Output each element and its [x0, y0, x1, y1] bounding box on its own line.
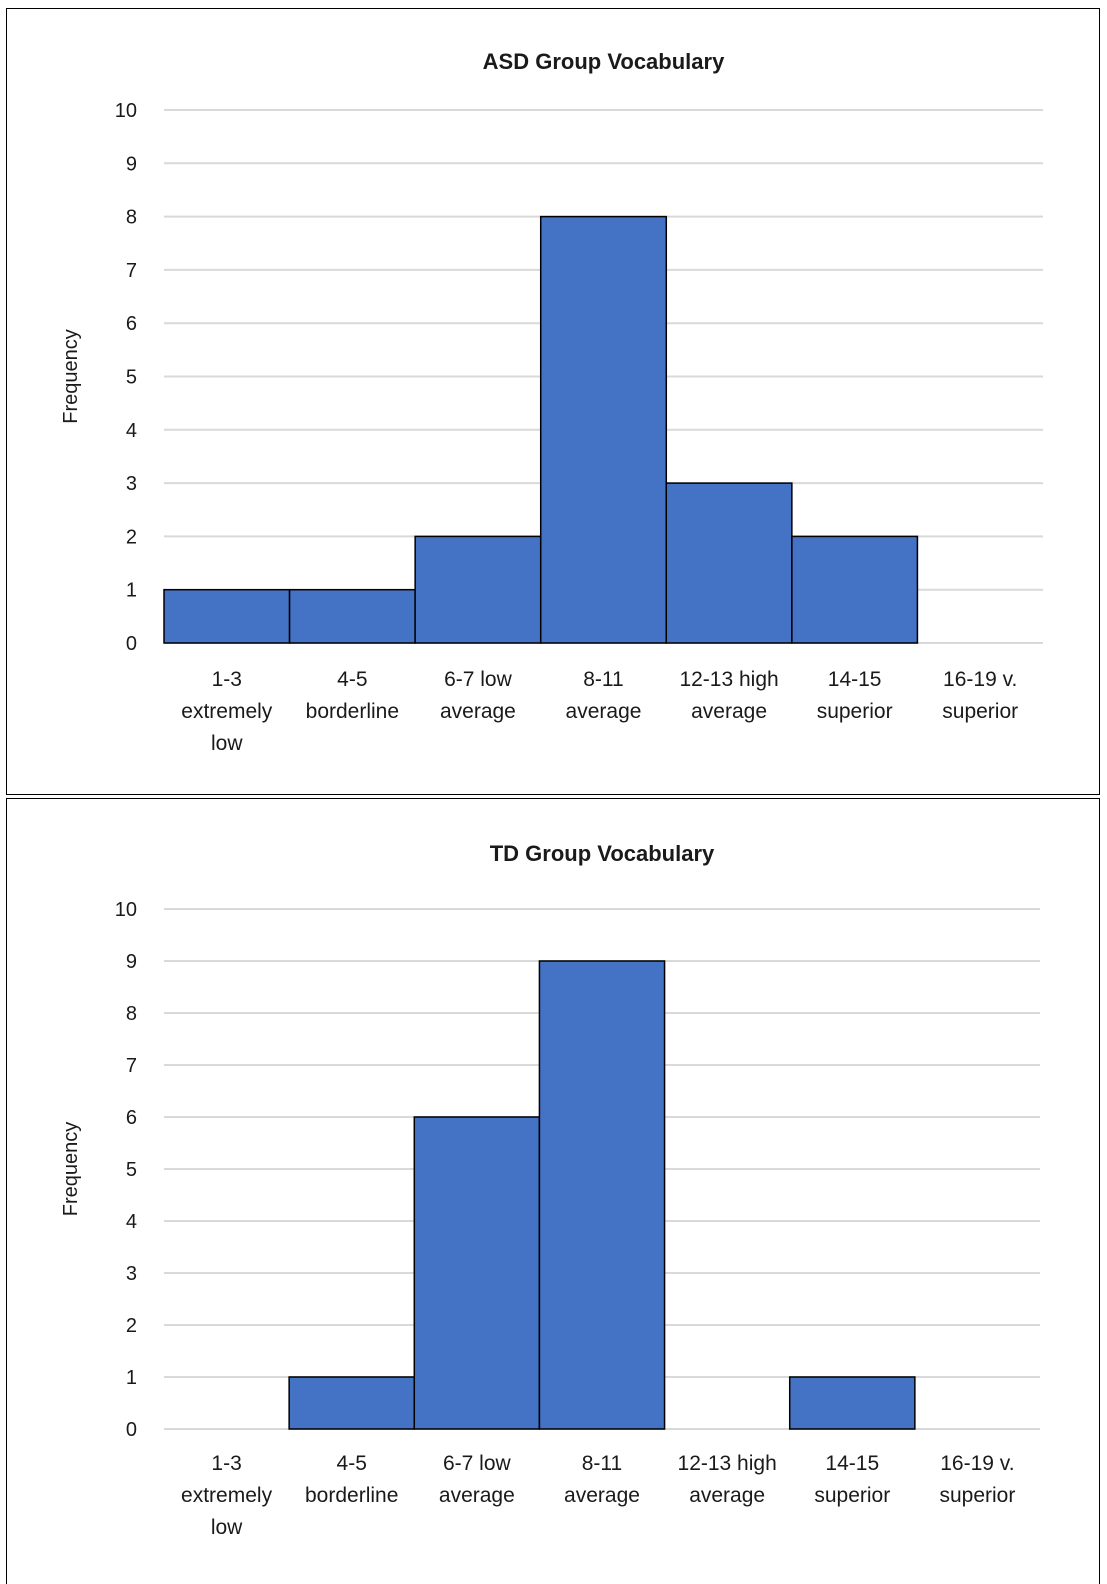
asd-y-tick-label: 8 — [126, 207, 137, 229]
asd-bar — [665, 482, 793, 644]
asd-bar — [414, 535, 542, 644]
td-y-tick-label: 3 — [126, 1263, 137, 1285]
asd-y-tick-label: 7 — [126, 260, 137, 282]
td-x-category-label: 16-19 v. superior — [939, 1452, 1015, 1507]
td-y-tick-label: 7 — [126, 1055, 137, 1077]
asd-y-tick-label: 5 — [126, 367, 137, 389]
asd-bar — [539, 215, 668, 644]
td-bar — [538, 960, 666, 1430]
td-y-tick-label: 10 — [115, 899, 137, 921]
asd-x-category-label: 14-15 superior — [817, 668, 893, 723]
asd-x-category-label: 12-13 high average — [679, 668, 778, 723]
td-y-tick-label: 4 — [126, 1211, 137, 1233]
asd-y-tick-label: 2 — [126, 526, 137, 548]
asd-chart-panel: ASD Group Vocabulary 0 1 2 3 4 5 6 7 8 9 10 Frequenc… — [6, 8, 1100, 795]
asd-y-tick-label: 4 — [126, 420, 137, 442]
asd-y-axis-title: Frequency — [60, 329, 82, 424]
td-bar — [788, 1376, 916, 1430]
td-x-category-label: 14-15 superior — [814, 1452, 890, 1507]
td-x-category-label: 1-3 extremely low — [181, 1452, 273, 1539]
td-chart-title: TD Group Vocabulary — [490, 841, 715, 866]
asd-y-tick-label: 1 — [126, 580, 137, 602]
asd-x-category-label: 6-7 low average — [440, 668, 516, 723]
asd-bar — [288, 588, 416, 644]
td-y-tick-label: 1 — [126, 1367, 137, 1389]
asd-y-tick-label: 3 — [126, 473, 137, 495]
asd-bar — [163, 588, 291, 644]
asd-y-tick-label: 0 — [126, 633, 137, 655]
td-y-tick-label: 0 — [126, 1419, 137, 1441]
asd-x-category-label: 8-11 average — [566, 668, 642, 723]
asd-y-tick-label: 6 — [126, 313, 137, 335]
asd-x-category-label: 4-5 borderline — [306, 668, 399, 723]
td-bar — [288, 1376, 416, 1430]
td-y-tick-label: 9 — [126, 951, 137, 973]
asd-vocabulary-chart: ASD Group Vocabulary 0 1 2 3 4 5 6 7 8 9 10 Frequenc… — [60, 49, 1043, 755]
td-x-category-label: 4-5 borderline — [305, 1452, 398, 1507]
asd-x-category-label: 16-19 v. superior — [942, 668, 1018, 723]
td-y-axis-title: Frequency — [60, 1122, 82, 1217]
td-bar — [413, 1116, 541, 1430]
td-y-tick-label: 6 — [126, 1107, 137, 1129]
asd-x-category-label: 1-3 extremely low — [181, 668, 273, 755]
td-y-tick-label: 2 — [126, 1315, 137, 1337]
td-y-tick-label: 5 — [126, 1159, 137, 1181]
asd-chart-title: ASD Group Vocabulary — [483, 49, 725, 74]
td-x-category-label: 12-13 high average — [678, 1452, 777, 1507]
td-y-tick-label: 8 — [126, 1003, 137, 1025]
asd-bar — [791, 535, 919, 644]
td-x-category-label: 6-7 low average — [439, 1452, 515, 1507]
asd-y-tick-label: 9 — [126, 153, 137, 175]
td-vocabulary-chart: TD Group Vocabulary 0 1 2 3 4 5 6 7 8 9 10 Frequency… — [60, 841, 1040, 1539]
td-chart-panel: TD Group Vocabulary 0 1 2 3 4 5 6 7 8 9 10 Frequency… — [6, 798, 1100, 1584]
asd-y-tick-label: 10 — [115, 100, 137, 122]
td-x-category-label: 8-11 average — [564, 1452, 640, 1507]
